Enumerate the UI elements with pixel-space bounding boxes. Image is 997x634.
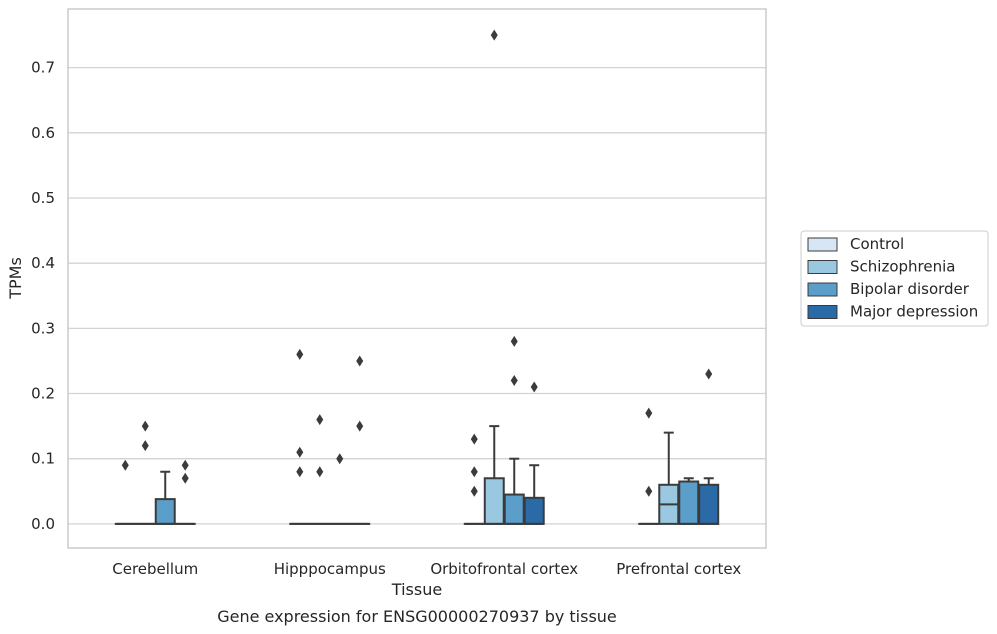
boxes [114,425,720,525]
y-tick-label: 0.7 [31,59,55,77]
y-tick-label: 0.3 [31,319,55,337]
box [523,496,545,525]
outlier-point [181,459,189,471]
legend-swatch [807,237,838,252]
y-tick-label: 0.2 [31,385,55,403]
chart-caption: Gene expression for ENSG00000270937 by t… [217,607,617,626]
y-tick-label: 0.1 [31,450,55,468]
y-tick-labels: 0.0 0.1 0.2 0.3 0.4 0.5 0.6 0.7 [31,59,55,533]
outlier-point [645,485,653,497]
outlier-point [645,407,653,419]
outlier-point [296,348,304,360]
outlier-point [296,446,304,458]
x-axis-label: Tissue [391,580,442,599]
legend-label: Bipolar disorder [850,280,970,298]
legend-label: Schizophrenia [850,258,955,276]
box [503,493,525,525]
y-tick-label: 0.5 [31,189,55,207]
outlier-point [316,414,324,426]
outlier-points [121,29,713,497]
gridlines [68,67,766,525]
y-axis-label: TPMs [6,257,25,300]
outlier-point [510,335,518,347]
outlier-point [121,459,129,471]
outlier-point [141,420,149,432]
outlier-point [705,368,713,380]
x-tick-label: Orbitofrontal cortex [430,560,578,578]
outlier-point [510,374,518,386]
outlier-point [316,466,324,478]
legend-swatch [807,282,838,297]
outlier-point [356,355,364,367]
legend-label: Control [850,235,904,253]
legend-swatch [807,305,838,319]
x-tick-label: Hipppocampus [274,560,386,578]
outlier-point [296,466,304,478]
legend-frame [800,230,989,327]
outlier-point [470,433,478,445]
outlier-point [336,453,344,465]
x-tick-labels: Cerebellum Hipppocampus Orbitofrontal cort… [112,560,741,578]
box [678,480,700,525]
legend-label: Major depression [850,303,978,321]
outlier-point [530,381,538,393]
y-tick-label: 0.0 [31,515,55,533]
y-tick-label: 0.4 [31,254,55,272]
outlier-point [490,29,498,41]
box [698,483,720,525]
box [154,498,176,525]
x-tick-label: Prefrontal cortex [616,560,741,578]
outlier-point [356,420,364,432]
legend-swatch [807,260,838,274]
outlier-point [470,466,478,478]
x-tick-label: Cerebellum [112,560,198,578]
legend: Control Schizophrenia Bipolar disorder Majo… [800,230,989,327]
y-tick-label: 0.6 [31,124,55,142]
outlier-point [141,440,149,452]
outlier-point [181,472,189,484]
outlier-point [470,485,478,497]
box [483,477,505,525]
plot-frame [67,8,767,549]
